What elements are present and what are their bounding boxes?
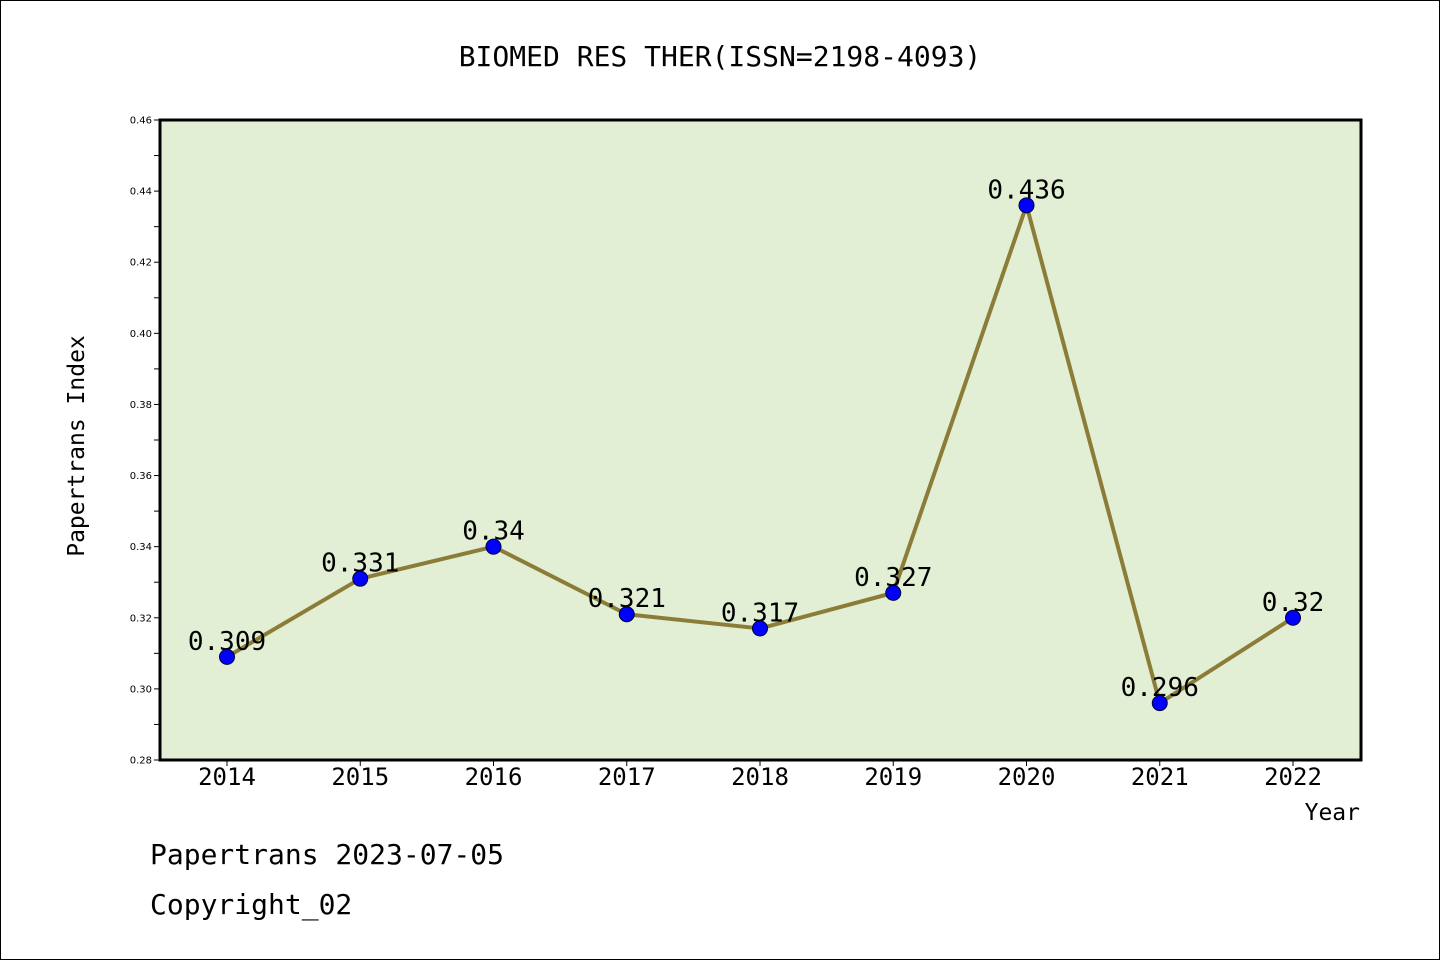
x-tick-label: 2020 bbox=[998, 763, 1056, 791]
x-tick-label: 2021 bbox=[1131, 763, 1189, 791]
y-tick-label: 0.30 bbox=[130, 684, 152, 695]
x-axis-label: Year bbox=[1305, 800, 1360, 826]
y-axis-label: Papertrans Index bbox=[64, 335, 90, 557]
y-tick-label: 0.32 bbox=[130, 613, 152, 624]
y-axis: 0.28 0.30 0.32 0.34 0.36 0.38 0.40 0.42 0.44 0.46 bbox=[130, 116, 160, 767]
data-point bbox=[618, 606, 635, 623]
data-label: 0.309 bbox=[188, 627, 266, 657]
data-point bbox=[885, 584, 902, 601]
x-tick-label: 2019 bbox=[864, 763, 922, 791]
y-tick-label: 0.36 bbox=[130, 471, 152, 482]
chart-title: BIOMED RES THER(ISSN=2198-4093) bbox=[459, 40, 982, 73]
footer-source: Papertrans 2023-07-05 bbox=[150, 838, 504, 871]
data-point bbox=[485, 538, 502, 555]
data-label: 0.317 bbox=[721, 598, 799, 628]
y-tick-label: 0.42 bbox=[130, 258, 152, 269]
data-label: 0.296 bbox=[1121, 673, 1199, 703]
x-tick-label: 2016 bbox=[465, 763, 523, 791]
y-tick-label: 0.38 bbox=[130, 400, 152, 411]
y-tick-label: 0.44 bbox=[130, 187, 152, 198]
data-labels: 0.309 0.331 0.34 0.321 0.317 0.327 0.436 0.296 0… bbox=[188, 175, 1324, 703]
data-point bbox=[219, 648, 235, 665]
data-label: 0.436 bbox=[987, 175, 1065, 205]
data-point bbox=[1151, 695, 1168, 712]
plot-area bbox=[158, 118, 1363, 762]
x-tick-label: 2022 bbox=[1264, 763, 1322, 791]
data-point bbox=[352, 570, 369, 587]
data-label: 0.32 bbox=[1262, 588, 1325, 618]
series-markers bbox=[219, 197, 1301, 712]
data-label: 0.321 bbox=[588, 584, 666, 614]
data-point bbox=[752, 620, 768, 637]
data-label: 0.34 bbox=[462, 517, 525, 547]
data-label: 0.327 bbox=[854, 563, 932, 593]
x-tick-label: 2017 bbox=[598, 763, 656, 791]
y-tick-label: 0.46 bbox=[130, 116, 152, 127]
x-tick-label: 2015 bbox=[331, 763, 389, 791]
y-tick-label: 0.40 bbox=[130, 329, 152, 340]
footer-copyright: Copyright_02 bbox=[150, 888, 352, 922]
data-label: 0.331 bbox=[321, 549, 399, 579]
data-point bbox=[1018, 197, 1035, 214]
x-tick-label: 2014 bbox=[198, 763, 256, 791]
x-axis: 2014 2015 2016 2017 2018 2019 2020 2021 2022 bbox=[198, 760, 1322, 791]
data-point bbox=[1285, 609, 1301, 626]
x-tick-label: 2018 bbox=[731, 763, 789, 791]
y-tick-label: 0.28 bbox=[130, 756, 152, 767]
y-tick-label: 0.34 bbox=[130, 542, 152, 553]
